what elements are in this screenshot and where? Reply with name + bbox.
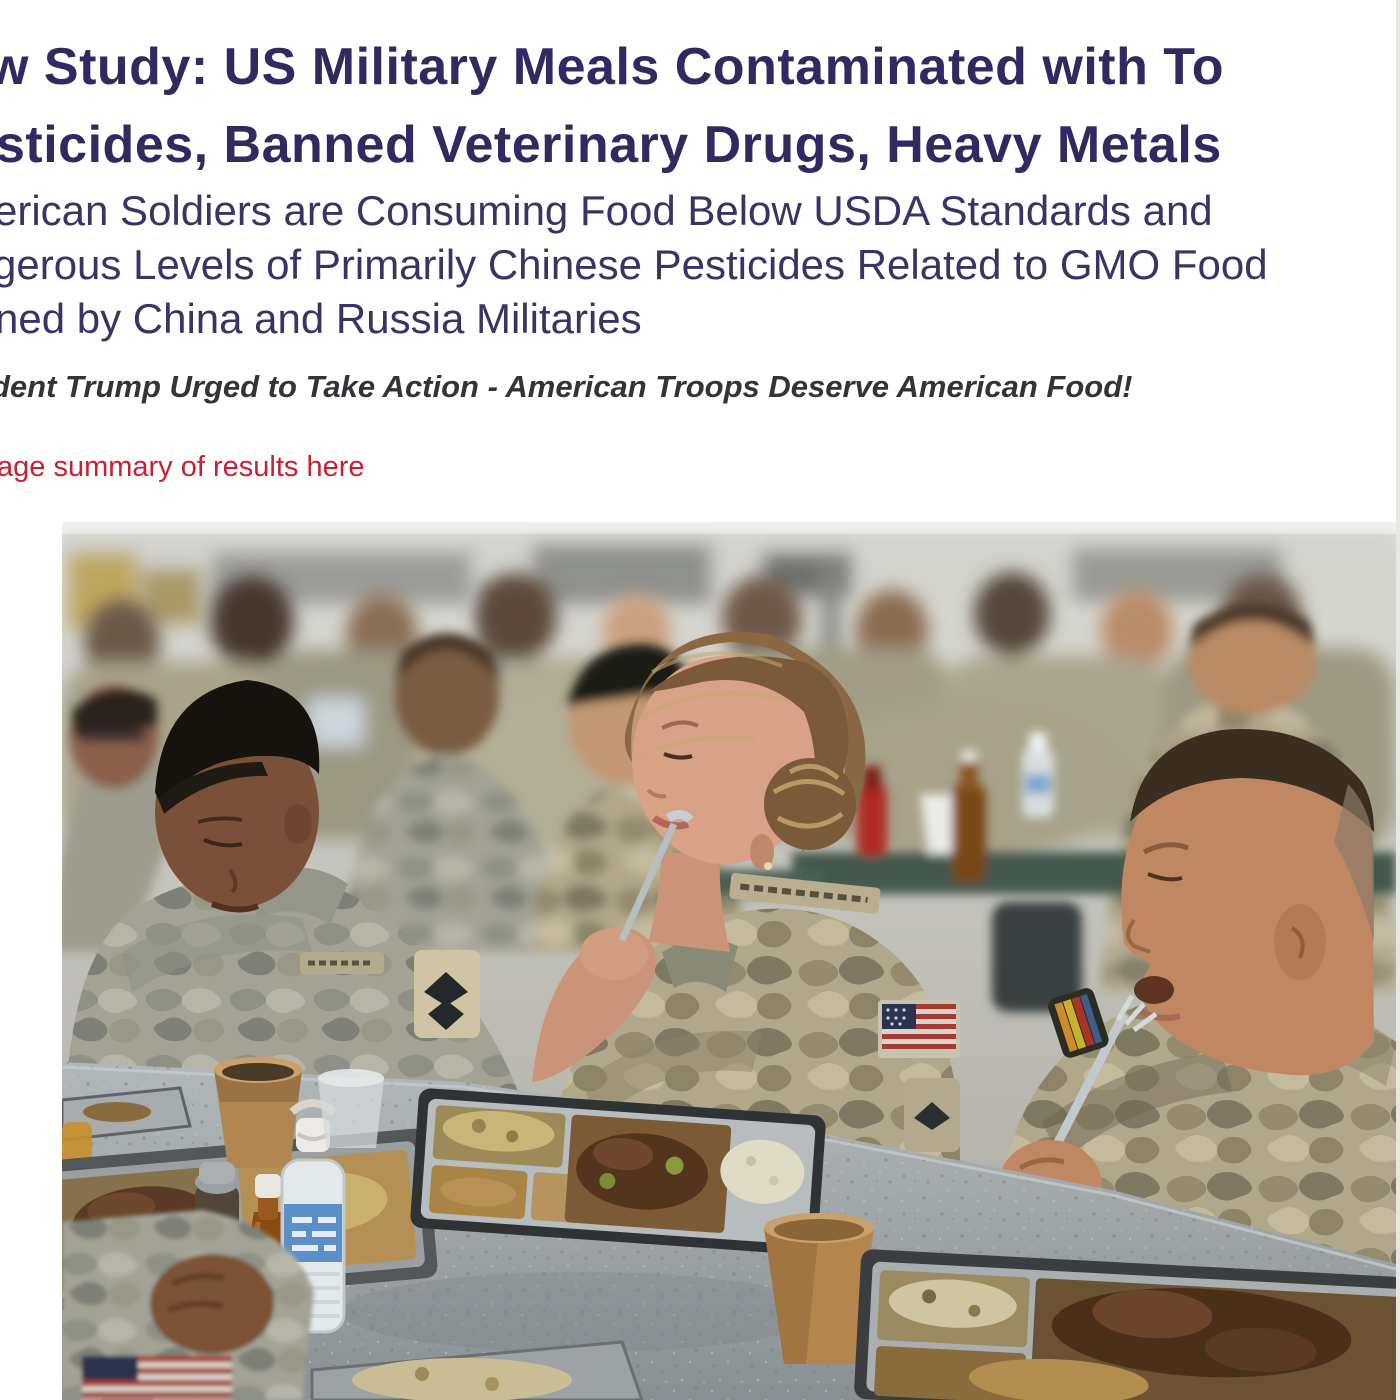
center-tray — [410, 1088, 826, 1255]
foreground-arm — [62, 1210, 314, 1400]
summary-link[interactable]: age summary of results here — [0, 451, 365, 483]
bottom-tray — [310, 1340, 644, 1400]
us-flag-patch — [878, 1000, 960, 1058]
page-title: w Study: US Military Meals Contaminated … — [0, 28, 1224, 184]
rainbow-patch — [1047, 988, 1109, 1058]
title-line-2: sticides, Banned Veterinary Drugs, Heavy… — [0, 116, 1222, 174]
page-subtitle: erican Soldiers are Consuming Food Below… — [0, 184, 1268, 346]
subtitle-line-3: ned by China and Russia Militaries — [0, 295, 642, 342]
page-edge-strip — [1396, 0, 1400, 1400]
article-photo — [62, 522, 1396, 1400]
title-line-1: w Study: US Military Meals Contaminated … — [0, 38, 1224, 96]
right-tray — [854, 1249, 1396, 1400]
emphasis-line: dent Trump Urged to Take Action - Americ… — [0, 369, 1133, 404]
subtitle-line-2: gerous Levels of Primarily Chinese Pesti… — [0, 241, 1268, 288]
us-flag-patch-bottom — [82, 1356, 232, 1400]
dining-facility-scene — [62, 522, 1396, 1400]
subtitle-line-1: erican Soldiers are Consuming Food Below… — [0, 187, 1213, 234]
center-cup — [764, 1213, 874, 1364]
